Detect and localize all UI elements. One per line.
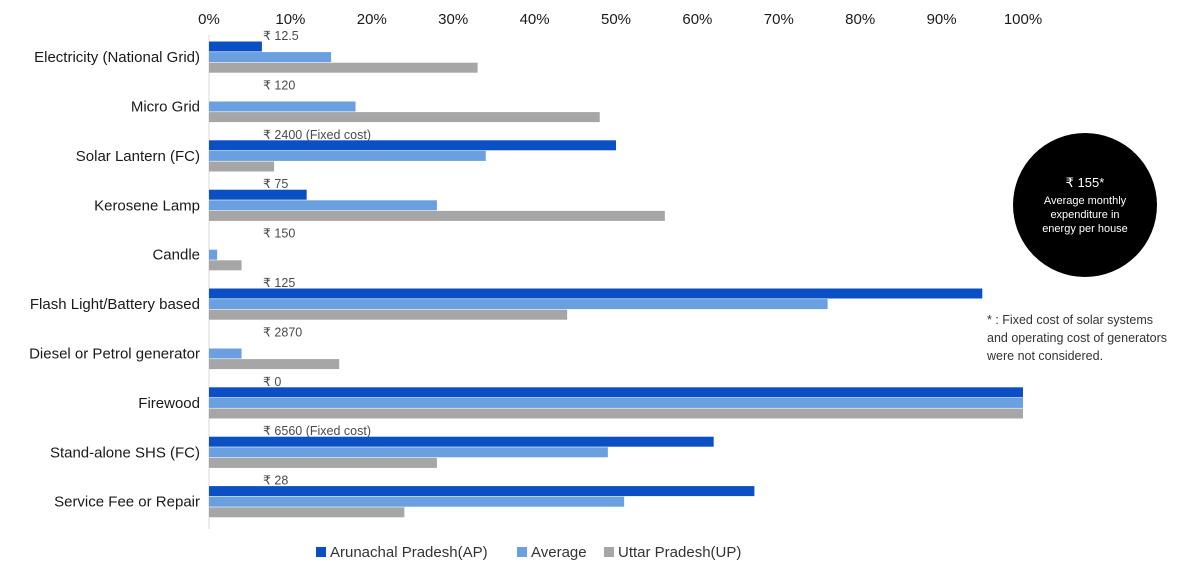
bar [209,348,242,359]
category-label: Firewood [138,395,200,412]
footnote-line-1: * : Fixed cost of solar systems [987,313,1153,327]
x-tick-label: 70% [764,11,794,28]
x-tick-label: 0% [198,11,220,28]
bar [209,457,437,468]
bar [209,150,486,161]
bar [209,101,356,112]
bar [209,288,983,299]
bar [209,447,608,458]
bar [209,486,755,497]
callout-line-2: expenditure in [1050,209,1119,221]
bar [209,41,262,52]
x-tick-label: 10% [275,11,305,28]
cost-annotation: ₹ 75 [263,177,288,191]
callout-value: ₹ 155* [1066,175,1105,190]
bar [209,507,405,518]
category-labels: Electricity (National Grid) Micro Grid Sol… [29,49,200,511]
annotations: ₹ 12.5 ₹ 120 ₹ 2400 (Fixed cost) ₹ 75 ₹ 150 ₹… [263,29,371,488]
x-tick-label: 40% [520,11,550,28]
callout-line-1: Average monthly [1044,195,1127,207]
x-tick-label: 90% [927,11,957,28]
bar [209,249,218,260]
legend-label: Arunachal Pradesh(AP) [330,544,488,561]
callout-line-3: energy per house [1042,223,1128,235]
bar [209,397,1023,408]
legend-swatch [604,547,614,557]
footnote-line-3: were not considered. [986,349,1103,363]
x-axis-ticks: 0% 10% 20% 30% 40% 50% 60% 70% 80% 90% 100% [198,11,1042,28]
cost-annotation: ₹ 125 [263,276,295,290]
category-label: Stand-alone SHS (FC) [50,444,200,461]
x-tick-label: 50% [601,11,631,28]
bar [209,189,307,200]
category-label: Diesel or Petrol generator [29,346,200,363]
x-tick-label: 20% [357,11,387,28]
x-tick-label: 80% [845,11,875,28]
footnote: * : Fixed cost of solar systems and oper… [986,313,1167,363]
legend-label: Uttar Pradesh(UP) [618,544,741,561]
bar [209,112,600,123]
bar [209,408,1023,419]
category-label: Kerosene Lamp [94,197,200,214]
callout-circle [1013,133,1157,277]
bar [209,140,616,151]
category-label: Electricity (National Grid) [34,49,200,66]
legend-swatch [517,547,527,557]
bar [209,210,665,221]
bar [209,496,625,507]
cost-annotation: ₹ 150 [263,227,295,241]
legend-swatch [316,547,326,557]
bar [209,309,568,320]
cost-annotation: ₹ 28 [263,474,288,488]
bar [209,387,1023,398]
category-label: Solar Lantern (FC) [76,148,200,165]
category-label: Micro Grid [131,99,200,116]
x-tick-label: 30% [438,11,468,28]
bar [209,359,340,370]
cost-annotation: ₹ 2870 [263,325,302,339]
cost-annotation: ₹ 6560 (Fixed cost) [263,424,371,438]
legend-label: Average [531,544,587,561]
bar [209,200,437,211]
bar [209,161,275,172]
cost-annotation: ₹ 12.5 [263,29,299,43]
legend: Arunachal Pradesh(AP) Average Uttar Prades… [316,544,741,561]
bar [209,62,478,73]
expenditure-callout: ₹ 155* Average monthly expenditure in en… [1013,133,1157,277]
cost-annotation: ₹ 0 [263,375,281,389]
category-label: Candle [152,247,200,264]
x-tick-label: 60% [682,11,712,28]
bar [209,299,828,310]
cost-annotation: ₹ 2400 (Fixed cost) [263,128,371,142]
footnote-line-2: and operating cost of generators [987,331,1167,345]
cost-annotation: ₹ 120 [263,78,295,92]
bar [209,436,714,447]
category-label: Service Fee or Repair [54,494,200,511]
bar [209,52,332,63]
bar [209,260,242,271]
category-label: Flash Light/Battery based [30,296,200,313]
x-tick-label: 100% [1004,11,1042,28]
bars [209,41,1023,518]
